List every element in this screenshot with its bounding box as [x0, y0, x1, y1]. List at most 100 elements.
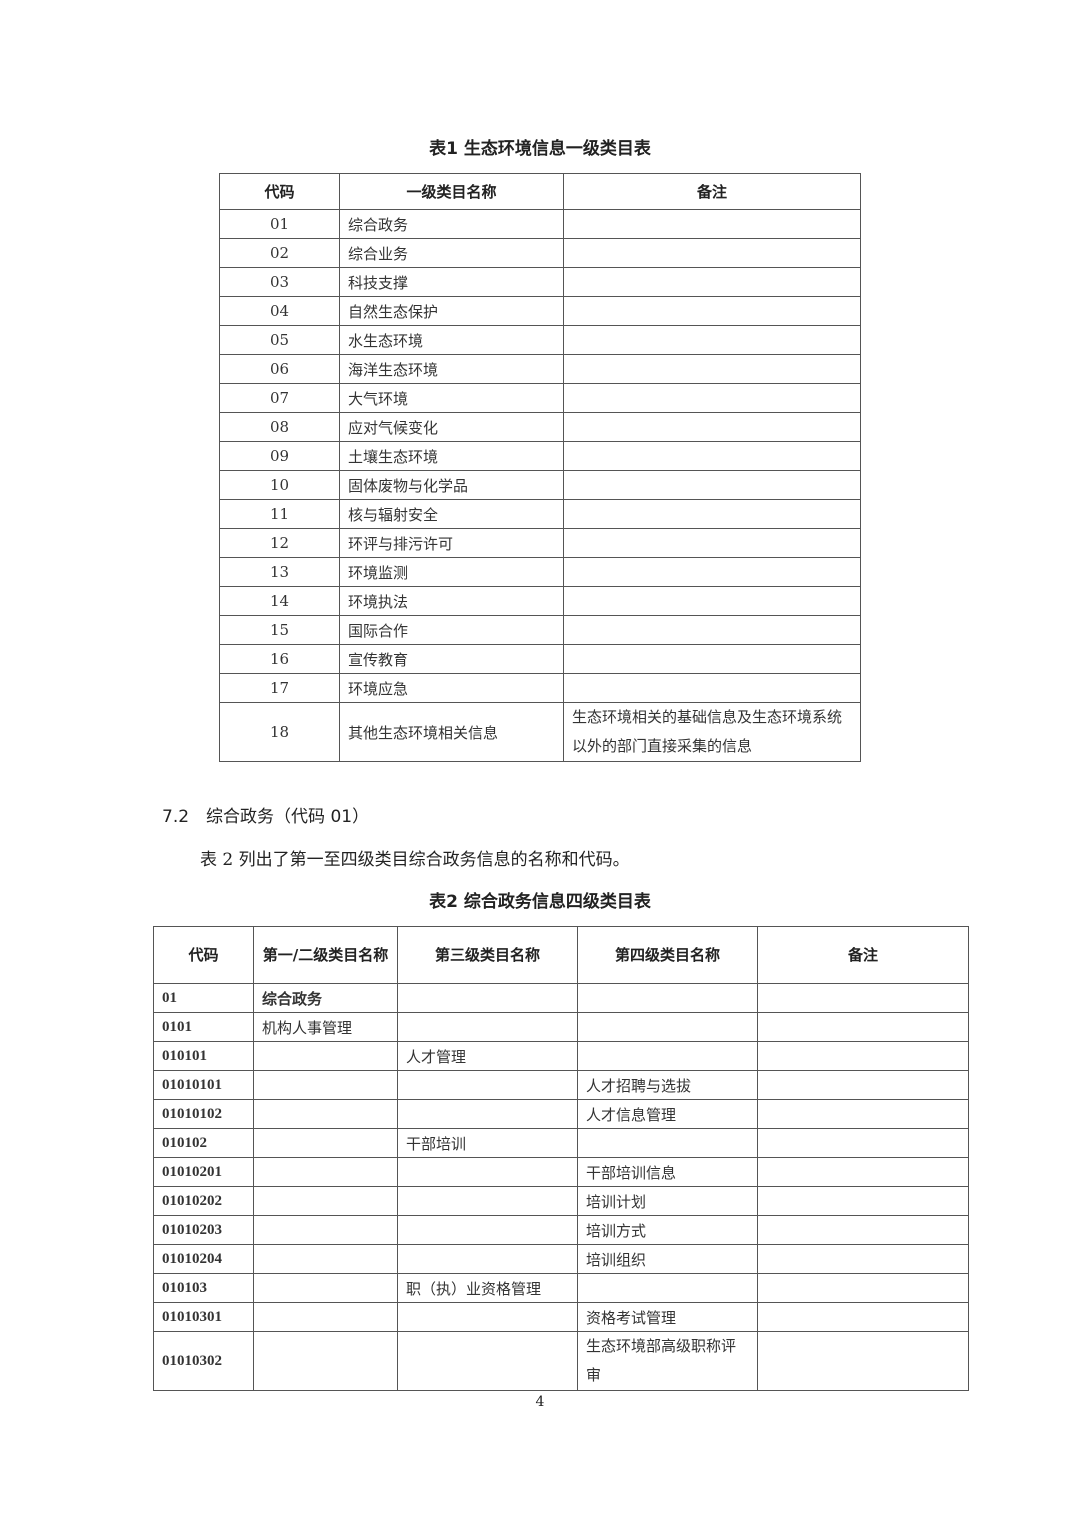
table-row: 01010102 人才信息管理: [153, 1099, 969, 1129]
table-row: 03 科技支撑: [219, 267, 861, 297]
code-cell: 08: [219, 412, 340, 442]
table-row: 04 自然生态保护: [219, 296, 861, 326]
code-cell: 12: [219, 528, 340, 558]
table-cell: 固体废物与化学品: [339, 470, 564, 500]
table-cell: [563, 238, 861, 268]
table-cell: 资格考试管理: [577, 1302, 758, 1332]
table-row: 01010204 培训组织: [153, 1244, 969, 1274]
table-row: 01010203 培训方式: [153, 1215, 969, 1245]
table-cell: 人才管理: [397, 1041, 578, 1071]
code-cell: 18: [219, 702, 340, 762]
table-row: 05 水生态环境: [219, 325, 861, 355]
table-cell: [253, 1331, 398, 1391]
table-cell: 干部培训: [397, 1128, 578, 1158]
table-cell: 其他生态环境相关信息: [339, 702, 564, 762]
table-row: 010103 职（执）业资格管理: [153, 1273, 969, 1303]
table-cell: [253, 1070, 398, 1100]
table-row: 01 综合政务: [153, 983, 969, 1013]
table-cell: 环评与排污许可: [339, 528, 564, 558]
table2-caption: 表2 综合政务信息四级类目表: [429, 892, 651, 912]
table1-caption: 表1 生态环境信息一级类目表: [429, 139, 651, 159]
table-cell: [757, 1099, 969, 1129]
table-cell: 国际合作: [339, 615, 564, 645]
code-cell: 01010204: [153, 1244, 254, 1274]
table-cell: [563, 354, 861, 384]
table-cell: [757, 1070, 969, 1100]
table-cell: 综合业务: [339, 238, 564, 268]
code-cell: 02: [219, 238, 340, 268]
table-cell: [397, 1302, 578, 1332]
table-row: 13 环境监测: [219, 557, 861, 587]
code-cell: 07: [219, 383, 340, 413]
table-cell: [397, 1331, 578, 1391]
table-cell: [397, 983, 578, 1013]
table-cell: [563, 325, 861, 355]
code-cell: 01010301: [153, 1302, 254, 1332]
column-header: 第四级类目名称: [577, 926, 758, 984]
code-cell: 03: [219, 267, 340, 297]
table-row: 12 环评与排污许可: [219, 528, 861, 558]
table-cell: [253, 1157, 398, 1187]
code-cell: 14: [219, 586, 340, 616]
code-cell: 10: [219, 470, 340, 500]
table-row: 09 土壤生态环境: [219, 441, 861, 471]
code-cell: 010103: [153, 1273, 254, 1303]
table-cell: [563, 615, 861, 645]
code-cell: 01010102: [153, 1099, 254, 1129]
table-cell: [253, 1302, 398, 1332]
code-cell: 01010201: [153, 1157, 254, 1187]
table-cell: 人才信息管理: [577, 1099, 758, 1129]
code-cell: 01: [153, 983, 254, 1013]
table-cell: 大气环境: [339, 383, 564, 413]
table-row: 01010202 培训计划: [153, 1186, 969, 1216]
section-paragraph: 表 2 列出了第一至四级类目综合政务信息的名称和代码。: [200, 850, 630, 870]
table-cell: [563, 296, 861, 326]
table-cell: 海洋生态环境: [339, 354, 564, 384]
table-row: 18 其他生态环境相关信息 生态环境相关的基础信息及生态环境系统以外的部门直接采集的…: [219, 702, 861, 762]
table-cell: 干部培训信息: [577, 1157, 758, 1187]
table-cell: [757, 1215, 969, 1245]
table-cell: [397, 1070, 578, 1100]
table-cell: [757, 1041, 969, 1071]
table-cell: [563, 673, 861, 703]
code-cell: 05: [219, 325, 340, 355]
column-header: 一级类目名称: [339, 173, 564, 210]
table2: 代码 第一/二级类目名称 第三级类目名称 第四级类目名称 备注 01 综合政务 0101 机构…: [153, 926, 969, 1391]
table-cell: 土壤生态环境: [339, 441, 564, 471]
code-cell: 01010101: [153, 1070, 254, 1100]
table-cell: [757, 1244, 969, 1274]
table-cell: 水生态环境: [339, 325, 564, 355]
table-cell: [563, 528, 861, 558]
table-cell: [563, 383, 861, 413]
code-cell: 01010202: [153, 1186, 254, 1216]
table-row: 010102 干部培训: [153, 1128, 969, 1158]
section-heading: 7.2 综合政务（代码 01）: [162, 807, 370, 827]
code-cell: 04: [219, 296, 340, 326]
table-cell: 环境应急: [339, 673, 564, 703]
table-row: 10 固体废物与化学品: [219, 470, 861, 500]
table-row: 01010302 生态环境部高级职称评审: [153, 1331, 969, 1391]
table-row: 07 大气环境: [219, 383, 861, 413]
page-number: 4: [535, 1394, 545, 1410]
code-cell: 11: [219, 499, 340, 529]
table-cell: [757, 1128, 969, 1158]
table-row: 01010301 资格考试管理: [153, 1302, 969, 1332]
table-cell: [757, 1302, 969, 1332]
code-cell: 09: [219, 441, 340, 471]
table-cell: [397, 1012, 578, 1042]
table-cell: [577, 1273, 758, 1303]
table-cell: 综合政务: [253, 983, 398, 1013]
table-cell: 培训计划: [577, 1186, 758, 1216]
table-row: 01 综合政务: [219, 209, 861, 239]
table-cell: 生态环境相关的基础信息及生态环境系统以外的部门直接采集的信息: [563, 702, 861, 762]
table-cell: [253, 1186, 398, 1216]
column-header: 备注: [563, 173, 861, 210]
table-cell: 自然生态保护: [339, 296, 564, 326]
code-cell: 0101: [153, 1012, 254, 1042]
code-cell: 15: [219, 615, 340, 645]
column-header: 第一/二级类目名称: [253, 926, 398, 984]
table-cell: [253, 1041, 398, 1071]
table-cell: 机构人事管理: [253, 1012, 398, 1042]
table-cell: 环境执法: [339, 586, 564, 616]
table-cell: [397, 1157, 578, 1187]
